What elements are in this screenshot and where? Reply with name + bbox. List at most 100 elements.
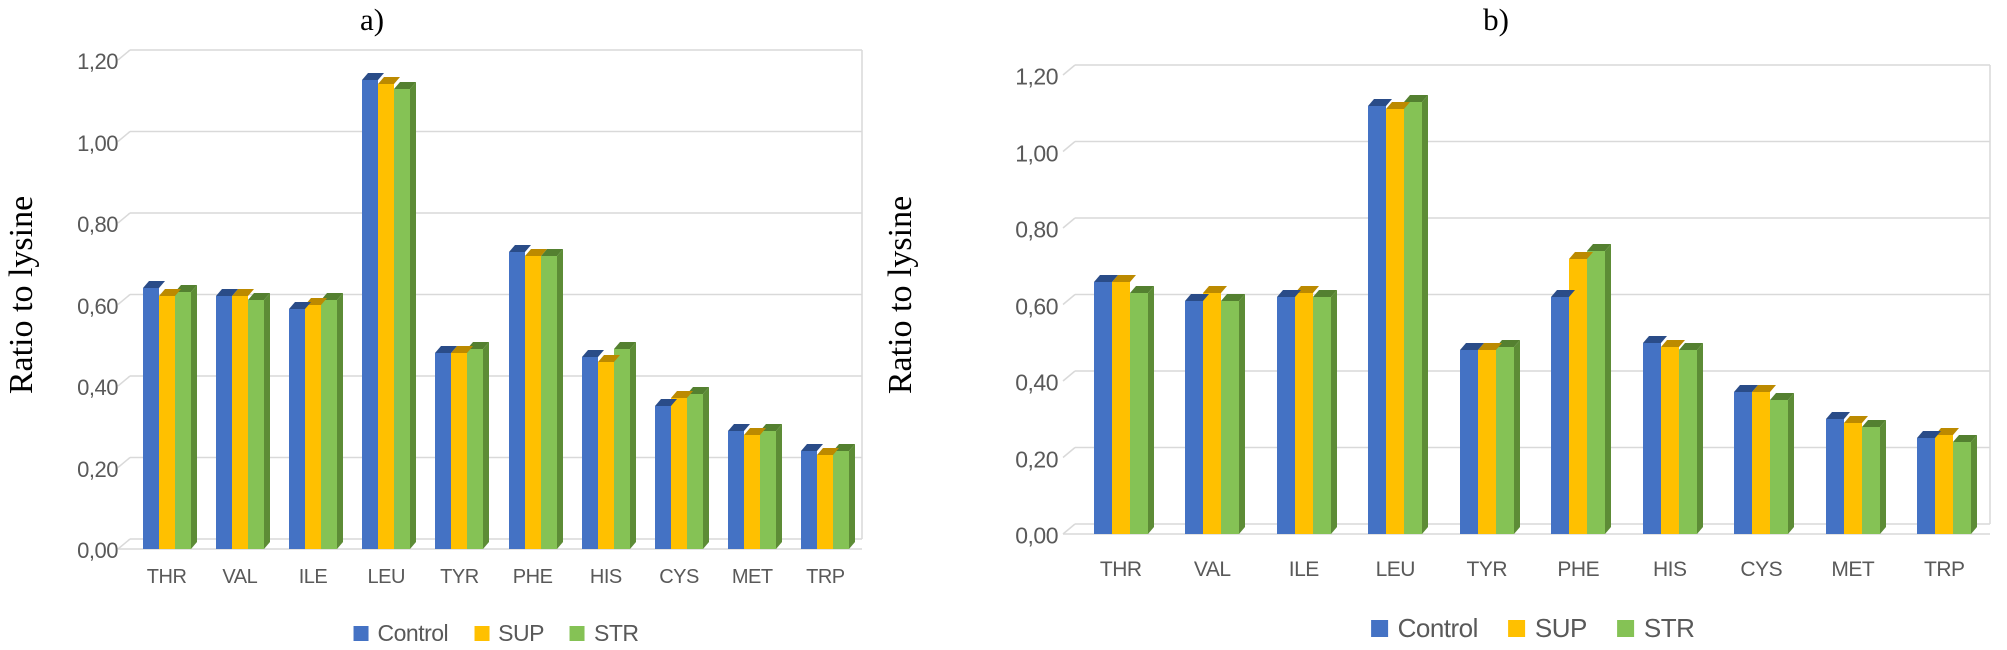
bar-a-cys-str [687,387,709,549]
bar-a-trp-sup [817,448,840,549]
bar-side-face [703,387,709,549]
legend-label: SUP [498,620,544,646]
legend-item-str: STR [569,620,639,647]
bar-b-cys-sup [1752,385,1777,534]
bar-a-val-sup [231,289,254,549]
legend-swatch-str [1616,620,1634,637]
bar-side-face [337,293,343,549]
bar-a-tyr-str [467,342,490,549]
bar-a-trp-str [833,444,856,549]
bar-side-face [1513,339,1520,534]
bar-a-val-str [247,293,270,549]
bar-a-cys-control [655,399,677,549]
legend-item-control: Control [1370,613,1478,644]
bar-b-leu-control [1368,98,1393,534]
bar-b-phe-str [1587,243,1612,534]
bar-b-his-str [1678,343,1703,534]
bar-b-trp-str [1953,435,1978,534]
x-category-label: MET [1831,558,1875,581]
bar-b-leu-str [1404,94,1429,534]
bar-a-his-sup [597,354,620,549]
bar-a-thr-control [142,281,165,549]
bar-side-face [556,248,563,549]
bar-b-thr-control [1093,274,1118,534]
bar-a-ile-str [321,293,343,549]
bar-side-face [776,423,783,549]
x-category-label: THR [146,566,187,588]
bar-b-tyr-str [1495,339,1520,534]
bar-a-phe-control [508,244,531,549]
bar-a-val-control [215,289,238,549]
bar-a-ile-control [289,301,311,549]
chart-a-title: a) [359,2,385,37]
bar-b-val-control [1185,293,1210,534]
bar-a-trp-control [801,444,824,549]
bar-side-face [1330,289,1337,534]
bar-side-face [1971,435,1978,534]
bar-side-face [263,293,270,549]
legend-item-str: STR [1616,613,1695,644]
x-category-label: CYS [659,566,699,588]
bar-b-met-str [1861,419,1886,534]
legend-item-sup: SUP [1507,613,1587,644]
x-category-label: MET [731,566,773,588]
y-tick-label: 0,60 [1015,293,1058,319]
bar-b-val-sup [1203,286,1228,534]
bar-top-face [508,244,531,252]
legend-label: SUP [1534,613,1587,643]
bar-a-tyr-sup [451,346,474,549]
bar-b-trp-sup [1935,427,1960,534]
bar-side-face [410,81,417,549]
legend-label: Control [377,620,449,646]
legend-item-control: Control [353,620,449,647]
bar-side-face [1605,243,1612,534]
bar-a-leu-sup [378,77,401,549]
bar-top-face [142,281,165,289]
x-category-label: TRP [806,566,845,588]
bar-side-face [1422,94,1429,534]
bar-b-val-str [1221,293,1246,534]
bar-side-face [1696,343,1703,534]
bar-side-face [1788,393,1795,534]
legend-label: STR [1643,613,1695,643]
chart-b-legend: Control SUP STR [1356,613,1710,644]
bar-b-ile-sup [1294,286,1319,534]
bar-side-face [629,342,636,549]
bar-a-cys-sup [671,391,693,549]
y-tick-label: 0,00 [77,538,118,563]
y-tick-label: 0,40 [1015,369,1058,396]
x-category-label: CYS [1740,558,1783,581]
bar-top-face [1203,286,1228,294]
x-category-label: ILE [1288,558,1320,581]
y-tick-label: 1,20 [77,49,118,74]
bar-a-leu-control [362,73,385,549]
y-tick-label: 1,00 [77,130,118,156]
x-category-label: TYR [440,566,479,588]
bar-side-face [190,285,197,549]
bar-top-face [581,350,604,358]
x-category-label: HIS [589,566,622,588]
legend-label: STR [593,620,639,646]
bar-a-ile-sup [305,297,327,549]
bar-a-his-str [613,342,636,549]
bar-a-leu-str [394,81,417,549]
chart-b-title: b) [1483,2,1509,37]
bar-b-tyr-sup [1477,343,1502,534]
x-category-label: THR [1099,558,1142,581]
bar-top-face [1843,416,1868,424]
y-tick-label: 0,40 [77,375,118,400]
bar-b-thr-str [1129,286,1154,534]
bar-a-thr-sup [158,289,181,549]
legend-swatch-str [569,626,585,641]
bar-a-met-control [728,423,751,549]
bar-b-phe-control [1551,289,1576,534]
legend-swatch-sup [474,626,490,641]
x-category-label: LEU [367,566,405,588]
x-category-label: ILE [298,566,328,588]
bar-side-face [1239,293,1246,534]
bar-b-tyr-control [1459,343,1484,534]
bar-a-met-sup [744,427,767,549]
legend-item-sup: SUP [474,620,544,647]
bar-b-thr-sup [1111,274,1136,534]
